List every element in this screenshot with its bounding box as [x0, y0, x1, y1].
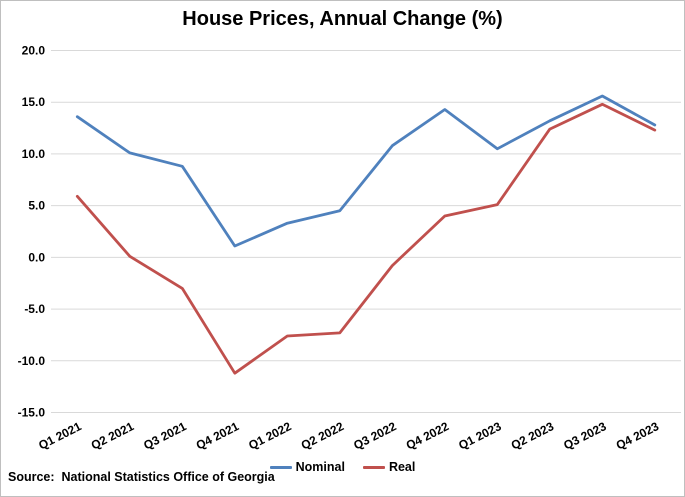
x-axis-tick-label: Q3 2022: [351, 419, 399, 453]
x-axis-tick-label: Q3 2021: [141, 419, 189, 453]
x-axis-tick-label: Q2 2022: [299, 419, 347, 453]
series-line-real: [75, 102, 657, 375]
x-axis-tick-label: Q4 2022: [404, 419, 452, 453]
x-axis-tick-label: Q1 2022: [246, 419, 294, 453]
legend-label: Real: [388, 460, 416, 474]
y-axis-tick-label: 20.0: [22, 44, 46, 58]
x-axis-tick-label: Q1 2021: [36, 419, 84, 453]
legend-line-swatch: [269, 465, 292, 469]
series-line-nominal: [75, 94, 657, 248]
y-axis-tick-label: 5.0: [28, 199, 45, 213]
x-axis-tick-label: Q2 2023: [509, 419, 557, 453]
y-axis-tick-label: 0.0: [28, 250, 45, 264]
x-axis-tick-label: Q4 2023: [614, 419, 662, 453]
chart-legend: Nominal Real: [1, 460, 684, 474]
x-axis-tick-label: Q4 2021: [194, 419, 242, 453]
y-axis-tick-label: 10.0: [22, 147, 46, 161]
legend-item-real: Real: [362, 460, 416, 474]
source-note: Source: National Statistics Office of Ge…: [8, 470, 275, 484]
y-axis-tick-label: 15.0: [22, 95, 46, 109]
y-axis-tick-label: -5.0: [24, 302, 45, 316]
y-axis-tick-label: -10.0: [18, 354, 46, 368]
legend-item-nominal: Nominal: [269, 460, 345, 474]
x-axis-tick-label: Q3 2023: [561, 419, 609, 453]
y-axis-tick-label: -15.0: [18, 406, 46, 420]
chart-title: House Prices, Annual Change (%): [182, 8, 503, 30]
x-axis-tick-label: Q1 2023: [456, 419, 504, 453]
legend-label: Nominal: [295, 460, 345, 474]
x-axis-tick-label: Q2 2021: [89, 419, 137, 453]
legend-line-swatch: [362, 465, 385, 469]
